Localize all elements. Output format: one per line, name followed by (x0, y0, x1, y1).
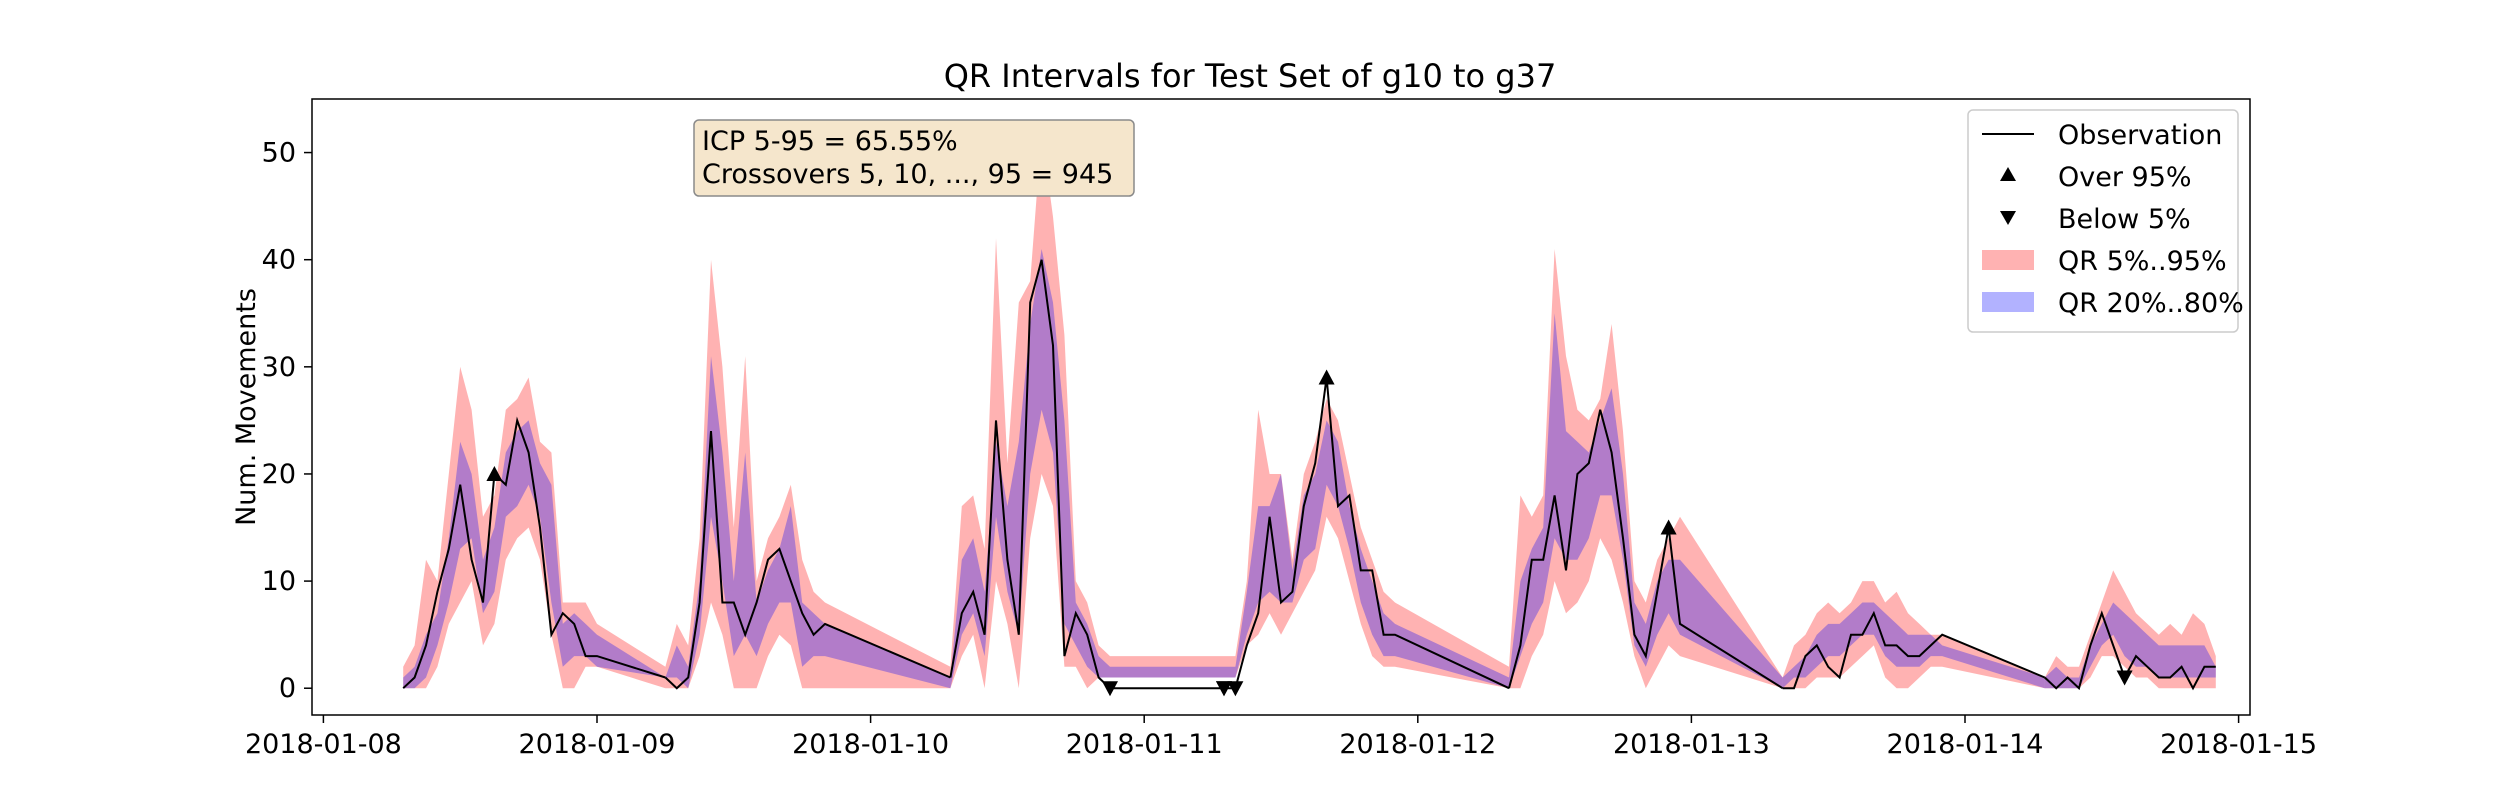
y-tick-label-2: 20 (262, 459, 296, 490)
legend: Observation Over 95% Below 5% QR 5%..95%… (1967, 109, 2244, 333)
marker-below-5-2-14 (1102, 681, 1118, 697)
annotation-box: ICP 5-95 = 65.55% Crossovers 5, 10, ...,… (693, 119, 1135, 197)
band-5-95-segment-5 (1782, 581, 2045, 689)
band-inner-group (403, 249, 2216, 689)
y-tick-label-4: 40 (262, 245, 296, 276)
observation-line-segment-5 (1782, 610, 2046, 690)
x-axis: 2018-01-08 2018-01-09 2018-01-10 2018-01-11… (245, 715, 2317, 760)
band-20-80-segment-1 (665, 356, 951, 689)
marker-over-95-0-8 (486, 465, 503, 481)
legend-label-observation: Observation (2058, 120, 2222, 151)
legend-band-outer-swatch (1982, 250, 2034, 270)
observation-line-segment-6 (2044, 610, 2216, 691)
marker-below-5-3-0 (1216, 681, 1232, 697)
marker-below-5-3-1 (1227, 681, 1244, 697)
observation-line-segment-2 (949, 259, 1224, 690)
annotation-line-2: Crossovers 5, 10, ..., 95 = 945 (702, 159, 1113, 190)
band-20-80-segment-5 (1782, 602, 2045, 689)
legend-over-95-marker (2000, 167, 2016, 181)
x-tick-label-5: 2018-01-13 (1613, 729, 1770, 760)
band-5-95-segment-3 (1224, 399, 1509, 689)
plot-area (402, 131, 2216, 697)
marker-over-95-3-9 (1318, 369, 1335, 385)
y-tick-label-0: 0 (279, 673, 296, 704)
x-tick-label-3: 2018-01-11 (1066, 729, 1223, 760)
y-tick-label-3: 30 (262, 352, 296, 383)
annotation-line-1: ICP 5-95 = 65.55% (702, 126, 958, 157)
x-tick-label-4: 2018-01-12 (1339, 729, 1496, 760)
marker-group (486, 369, 2133, 697)
band-20-80-segment-3 (1224, 420, 1509, 689)
annotation-background (693, 119, 1135, 197)
legend-below-5-marker (2000, 211, 2016, 225)
band-outer-group (403, 131, 2216, 689)
band-5-95-segment-4 (1509, 249, 1783, 689)
legend-label-qr-20-80: QR 20%..80% (2058, 288, 2244, 319)
x-tick-label-6: 2018-01-14 (1887, 729, 2044, 760)
legend-band-inner-swatch (1982, 292, 2034, 312)
band-5-95-segment-1 (665, 259, 951, 689)
x-tick-label-1: 2018-01-09 (519, 729, 676, 760)
plot-frame (311, 98, 2251, 716)
y-tick-label-5: 50 (262, 138, 296, 169)
y-tick-label-1: 10 (262, 566, 296, 597)
x-tick-label-7: 2018-01-15 (2160, 729, 2317, 760)
observation-line-segment-1 (664, 431, 951, 690)
band-20-80-segment-0 (403, 420, 666, 689)
band-20-80-segment-4 (1509, 313, 1783, 689)
band-5-95-segment-2 (950, 131, 1224, 689)
observation-line-segment-3 (1224, 377, 1510, 690)
marker-below-5-6-7 (2116, 670, 2133, 686)
y-axis-label: Num. Movements (231, 288, 262, 526)
observation-line-segment-0 (402, 416, 666, 689)
band-20-80-segment-2 (950, 249, 1224, 689)
observation-line-segment-4 (1508, 409, 1784, 690)
observation-line-group (402, 259, 2216, 691)
x-tick-label-0: 2018-01-08 (245, 729, 402, 760)
x-tick-label-2: 2018-01-10 (792, 729, 949, 760)
legend-label-over-95: Over 95% (2058, 162, 2192, 193)
y-axis: 0 10 20 30 40 50 (262, 138, 312, 704)
band-20-80-segment-6 (2044, 602, 2216, 689)
chart-title: QR Intervals for Test Set of g10 to g37 (944, 57, 1557, 95)
legend-label-below-5: Below 5% (2058, 204, 2191, 235)
band-5-95-segment-0 (403, 366, 666, 689)
marker-over-95-4-14 (1660, 519, 1677, 535)
legend-frame (1967, 109, 2239, 333)
legend-label-qr-5-95: QR 5%..95% (2058, 246, 2227, 277)
